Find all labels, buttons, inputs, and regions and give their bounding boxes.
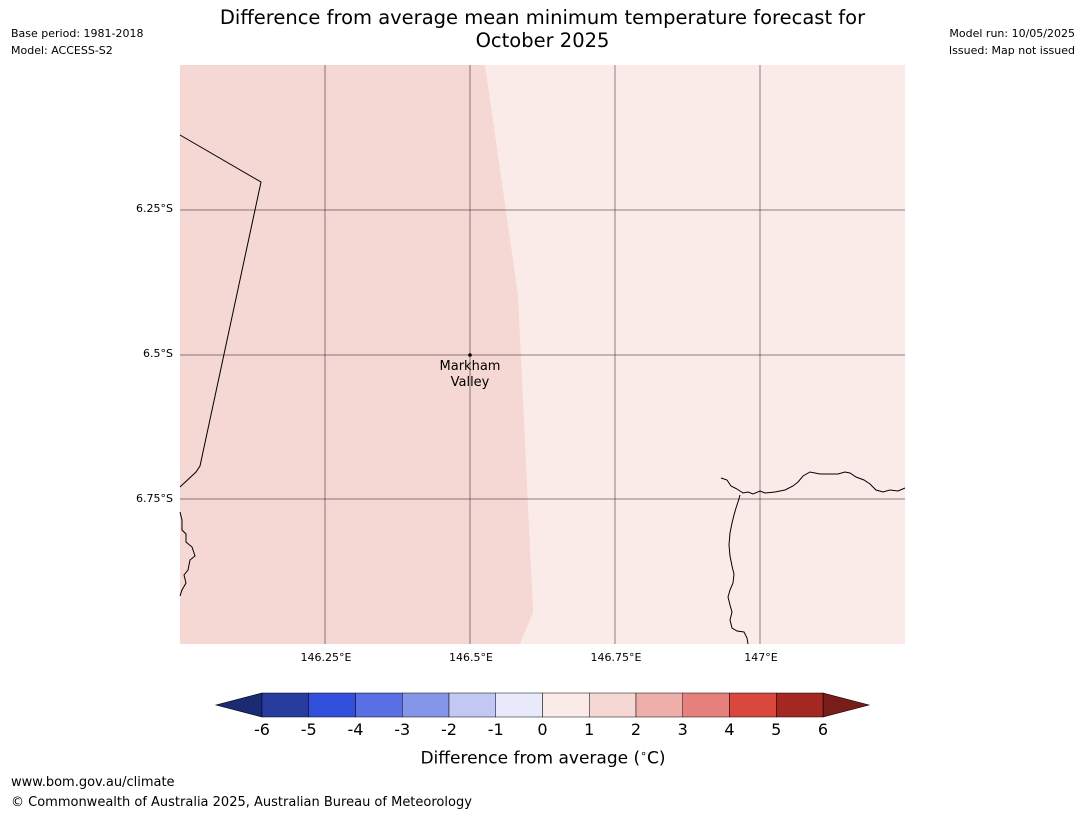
coastline-west <box>179 511 196 597</box>
colorbar-bin <box>495 692 543 718</box>
lat-label-6-75: 6.75°S <box>136 492 173 505</box>
colorbar-unit: C) <box>647 748 666 769</box>
colorbar-bin <box>308 692 356 718</box>
colorbar-tick-label: -4 <box>347 720 364 739</box>
colorbar-tick-label: 4 <box>724 720 735 739</box>
lon-label-147: 147°E <box>744 651 778 664</box>
footer-url: www.bom.gov.au/climate <box>11 775 175 790</box>
metadata-left: Base period: 1981-2018 Model: ACCESS-S2 <box>11 25 143 59</box>
colorbar-tick-label: -2 <box>441 720 457 739</box>
lat-label-6-25: 6.25°S <box>136 202 173 215</box>
footer-copyright: © Commonwealth of Australia 2025, Austra… <box>11 795 472 810</box>
model-run-text: Model run: 10/05/2025 <box>949 27 1075 40</box>
colorbar-label: Difference from average (∘C) <box>243 747 843 769</box>
title-line-2: October 2025 <box>475 29 610 52</box>
issued-text: Issued: Map not issued <box>948 44 1075 57</box>
colorbar-tick-label: -1 <box>487 720 504 739</box>
colorbar-bin <box>682 692 730 718</box>
colorbar <box>214 692 871 718</box>
administrative-border <box>179 134 262 488</box>
colorbar-bin <box>402 692 450 718</box>
colorbar-under-arrow <box>214 692 263 718</box>
colorbar-tick-label: 6 <box>817 720 829 739</box>
colorbar-bin <box>355 692 403 718</box>
colorbar-bin <box>589 692 637 718</box>
lat-label-6-5: 6.5°S <box>143 347 173 360</box>
place-marker <box>468 353 472 357</box>
metadata-right: Model run: 10/05/2025 Issued: Map not is… <box>949 25 1075 59</box>
colorbar-tick-label: 0 <box>537 720 548 739</box>
colorbar-bin <box>635 692 683 718</box>
colorbar-label-text: Difference from average ( <box>420 748 641 769</box>
map-area <box>180 65 905 644</box>
colorbar-bin <box>448 692 496 718</box>
base-period-text: Base period: 1981-2018 <box>11 27 144 40</box>
boundaries <box>179 134 906 645</box>
colorbar-bin <box>776 692 824 718</box>
place-name-line-2: Valley <box>450 375 490 390</box>
colorbar-bin <box>729 692 777 718</box>
colorbar-tick-label: 2 <box>630 720 642 739</box>
coastline-east <box>720 471 906 495</box>
colorbar-bin <box>542 692 590 718</box>
river <box>727 494 749 645</box>
colorbar-tick-label: 1 <box>584 720 595 739</box>
lon-label-146-25: 146.25°E <box>300 651 352 664</box>
place-name-line-1: Markham <box>439 359 501 374</box>
lon-label-146-75: 146.75°E <box>590 651 642 664</box>
colorbar-tick-label: 3 <box>677 720 688 739</box>
fill-region-1-to-2 <box>180 65 533 644</box>
colorbar-bin <box>261 692 309 718</box>
colorbar-tick-label: -6 <box>254 720 270 739</box>
place-label: Markham Valley <box>420 359 520 391</box>
colorbar-unit-symbol: ∘ <box>640 747 647 760</box>
colorbar-over-arrow <box>822 692 871 718</box>
lon-label-146-5: 146.5°E <box>449 651 493 664</box>
map-title: Difference from average mean minimum tem… <box>180 6 905 52</box>
colorbar-tick-label: 5 <box>771 720 782 739</box>
colorbar-tick-label: -5 <box>300 720 317 739</box>
colorbar-tick-label: -3 <box>394 720 411 739</box>
title-line-1: Difference from average mean minimum tem… <box>219 6 866 29</box>
model-text: Model: ACCESS-S2 <box>11 44 113 57</box>
